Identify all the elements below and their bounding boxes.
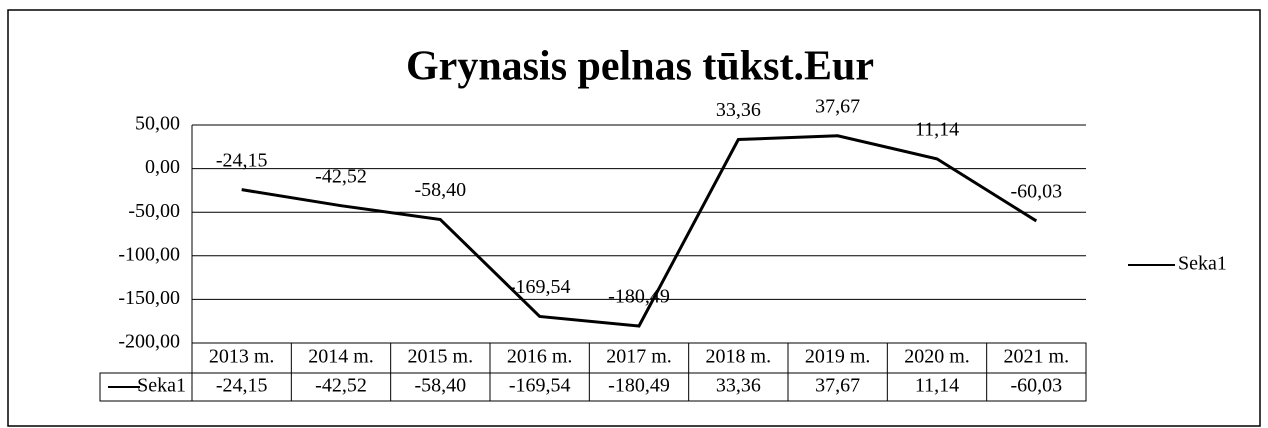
table-value: -42,52 xyxy=(315,375,367,397)
y-tick-label: -150,00 xyxy=(118,287,180,309)
data-label: -60,03 xyxy=(1010,181,1062,203)
y-tick-label: -50,00 xyxy=(128,200,180,222)
table-value: -60,03 xyxy=(1010,375,1062,397)
y-tick-label: -200,00 xyxy=(118,331,180,353)
line xyxy=(241,134,1038,328)
table-value: 11,14 xyxy=(915,375,959,397)
data-label: -42,52 xyxy=(315,165,367,187)
data-label: 11,14 xyxy=(915,118,959,140)
table-value: -180,49 xyxy=(608,375,670,397)
x-tick-label: 2016 m. xyxy=(507,346,573,368)
x-tick-label: 2014 m. xyxy=(308,346,374,368)
x-tick-label: 2019 m. xyxy=(805,346,871,368)
data-label: 37,67 xyxy=(815,95,860,117)
x-tick-label: 2013 m. xyxy=(209,346,275,368)
table-border xyxy=(191,342,1087,402)
table-value: -58,40 xyxy=(414,375,466,397)
x-tick-label: 2021 m. xyxy=(1004,346,1070,368)
y-tick-label: -100,00 xyxy=(118,243,180,265)
table-value: 33,36 xyxy=(716,375,761,397)
x-tick-label: 2015 m. xyxy=(408,346,474,368)
data-label: -24,15 xyxy=(216,149,268,171)
table-value: -169,54 xyxy=(509,375,571,397)
table-legend-label: Seka1 xyxy=(137,375,186,397)
data-label: -169,54 xyxy=(509,276,571,298)
data-label: -58,40 xyxy=(414,179,466,201)
table-value: -24,15 xyxy=(216,375,268,397)
chart-border xyxy=(7,9,1261,427)
y-tick-label: 0,00 xyxy=(145,156,180,178)
y-tick-label: 50,00 xyxy=(135,113,180,135)
table-key-cell xyxy=(99,372,193,402)
chart-title: Grynasis pelnas tūkst.Eur xyxy=(406,44,874,90)
data-label: 33,36 xyxy=(716,99,761,121)
x-tick-label: 2018 m. xyxy=(706,346,772,368)
legend-label: Seka1 xyxy=(1178,253,1227,275)
x-tick-label: 2020 m. xyxy=(904,346,970,368)
x-tick-label: 2017 m. xyxy=(606,346,672,368)
data-label: -180,49 xyxy=(608,286,670,308)
table-value: 37,67 xyxy=(815,375,860,397)
